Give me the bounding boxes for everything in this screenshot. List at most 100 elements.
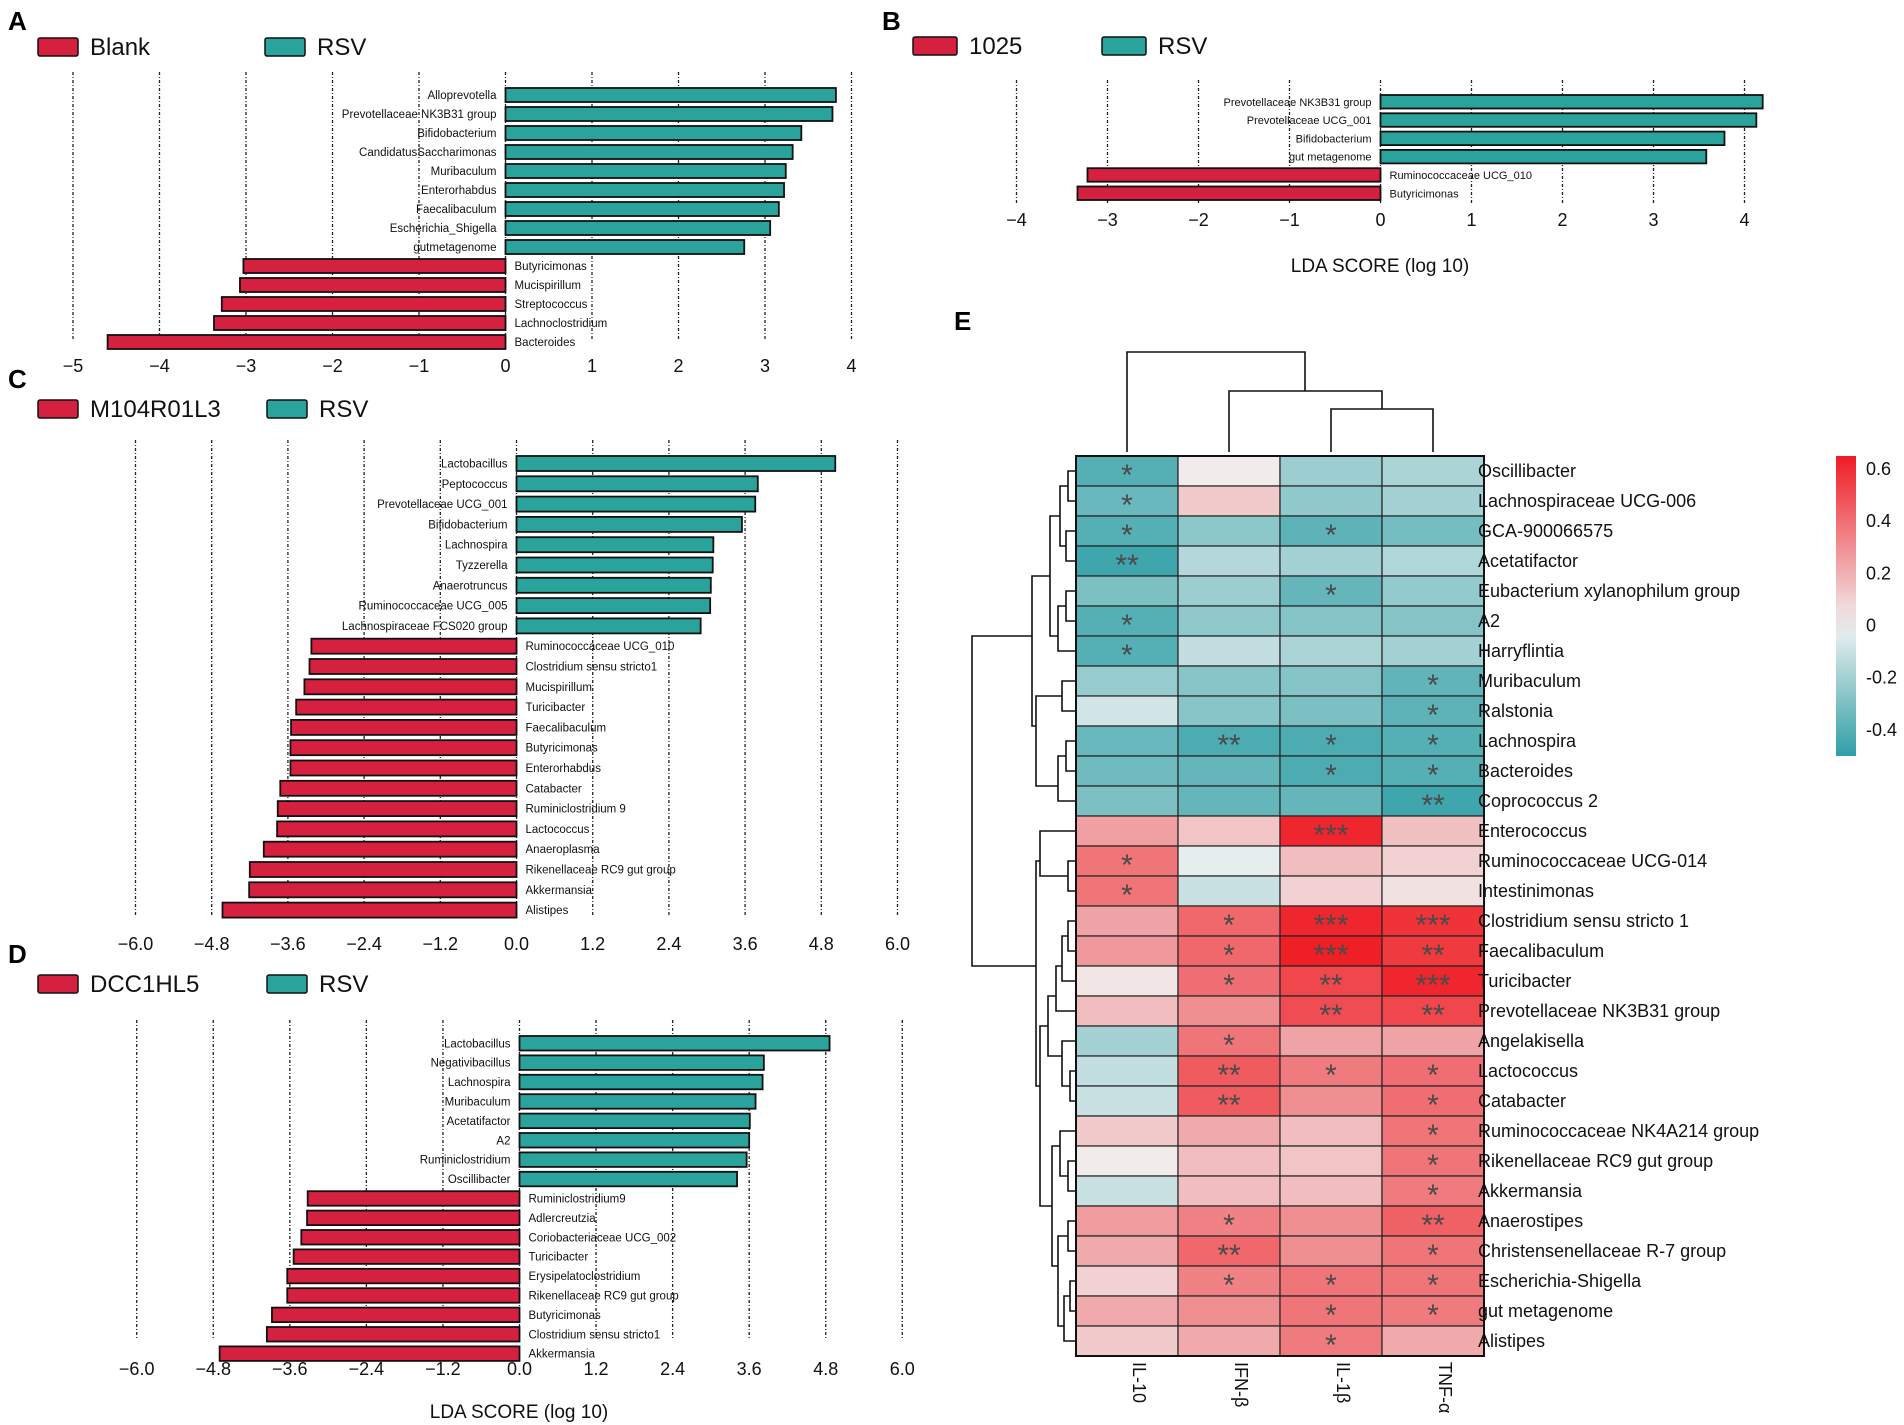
row-label: Bacteroides — [1478, 761, 1573, 781]
gridlines — [1015, 80, 1746, 205]
significance-stars: * — [1427, 759, 1439, 792]
significance-stars: * — [1325, 1299, 1337, 1332]
bar-label: Bacteroides — [515, 337, 576, 349]
heatmap-cell — [1075, 995, 1179, 1027]
row-label: Akkermansia — [1478, 1181, 1583, 1201]
heatmap-cell — [1177, 995, 1281, 1027]
significance-stars: * — [1223, 969, 1235, 1002]
heatmap-cell — [1075, 665, 1179, 697]
heatmap-cell — [1381, 935, 1485, 967]
row-label: Ruminococcaceae UCG-014 — [1478, 851, 1707, 871]
bar — [504, 144, 794, 160]
colorbar-tick-label: -0.2 — [1866, 668, 1897, 688]
dendrogram-branch — [1063, 1295, 1076, 1342]
bar-label: gut metagenome — [1289, 152, 1372, 164]
heatmap-cell — [1177, 935, 1281, 967]
bar-label: Ruminiclostridium 9 — [526, 804, 626, 816]
heatmap-cell — [1075, 755, 1179, 787]
bar — [220, 296, 507, 312]
tick-label: −5 — [63, 356, 84, 376]
colorbar — [1836, 456, 1856, 756]
significance-stars: * — [1427, 729, 1439, 762]
legend-swatch — [37, 37, 79, 57]
bar-label: Butyricimonas — [1390, 188, 1460, 200]
bar — [248, 861, 518, 878]
heatmap-cell — [1381, 965, 1485, 997]
heatmap-cell — [1279, 725, 1383, 757]
heatmap-cell — [1279, 875, 1383, 907]
bar — [515, 495, 757, 513]
bar — [518, 1151, 748, 1168]
bar — [1379, 94, 1764, 110]
bar — [303, 678, 518, 696]
row-label: Angelakisella — [1478, 1031, 1585, 1051]
significance-stars: * — [1223, 909, 1235, 942]
legend-label: M104R01L3 — [90, 396, 221, 423]
dendrogram-branch — [1039, 1025, 1052, 1207]
panel-letter: D — [8, 939, 27, 969]
row-label: Escherichia-Shigella — [1478, 1271, 1642, 1291]
column-label: IL-10 — [1129, 1362, 1149, 1403]
heatmap-cell — [1279, 635, 1383, 667]
bar-label: Rikenellaceae RC9 gut group — [529, 1290, 679, 1302]
bars: Lactobacillus Peptococcus Prevotellaceae U… — [221, 455, 837, 919]
bar — [515, 556, 714, 574]
heatmap-cell — [1075, 1055, 1179, 1087]
tick-label: −1 — [1279, 210, 1300, 230]
bar — [518, 1035, 831, 1052]
legend: M104R01L3 RSV — [37, 396, 368, 423]
significance-stars: * — [1121, 459, 1133, 492]
row-label: GCA-900066575 — [1478, 521, 1613, 541]
bar-label: Turicibacter — [529, 1252, 589, 1264]
heatmap-cell — [1381, 1145, 1485, 1177]
heatmap-cell — [1177, 515, 1281, 547]
heatmap-cell — [1279, 1055, 1383, 1087]
panel-a: A Blank RSV Alloprevotella Prevotellaceae NK… — [8, 6, 857, 376]
significance-stars: * — [1223, 1209, 1235, 1242]
row-label: Oscillibacter — [1478, 461, 1576, 481]
heatmap-cell — [1177, 545, 1281, 577]
dendrogram-branch — [1057, 605, 1076, 652]
bar-label: Lachnospiraceae FCS020 group — [342, 621, 508, 633]
dendrogram-branch — [1039, 830, 1076, 877]
bar-label: Turicibacter — [526, 702, 586, 714]
tick-label: 4.8 — [813, 1359, 838, 1379]
column-labels: IL-10 IFN-β IL-1β TNF-α — [1129, 1362, 1455, 1413]
bar — [518, 1132, 751, 1149]
tick-label: 4 — [846, 356, 856, 376]
heatmap-cell — [1381, 845, 1485, 877]
heatmap-cell — [1075, 695, 1179, 727]
tick-label: −3 — [1097, 210, 1118, 230]
significance-stars: * — [1427, 1149, 1439, 1182]
heatmap-cell — [1279, 1145, 1383, 1177]
row-label: Coprococcus 2 — [1478, 791, 1598, 811]
tick-label: −2 — [322, 356, 343, 376]
bar-label: Adlercreutzia — [529, 1213, 597, 1225]
row-label: Ruminococcaceae NK4A214 group — [1478, 1121, 1759, 1141]
heatmap-cell — [1381, 455, 1485, 487]
significance-stars: ** — [1319, 969, 1343, 1002]
bar — [504, 220, 772, 236]
tick-label: −2.4 — [346, 934, 382, 954]
bar-label: Acetatifactor — [447, 1116, 511, 1128]
heatmap-cell — [1279, 1175, 1383, 1207]
heatmap-cell — [1075, 905, 1179, 937]
bar — [1076, 185, 1382, 201]
heatmap-cell — [1075, 785, 1179, 817]
tick-label: 4 — [1739, 210, 1749, 230]
tick-label: −3 — [236, 356, 257, 376]
heatmap-cell — [1279, 785, 1383, 817]
heatmap-cell — [1177, 455, 1281, 487]
heatmap-cell — [1177, 575, 1281, 607]
bar — [289, 759, 518, 777]
row-label: Lachnospiraceae UCG-006 — [1478, 491, 1696, 511]
bar-label: Prevotellaceae UCG_001 — [377, 499, 507, 511]
significance-stars: * — [1325, 519, 1337, 552]
significance-stars: * — [1427, 1269, 1439, 1302]
dendrogram-branch — [971, 635, 1036, 967]
bar-label: A2 — [496, 1135, 510, 1147]
heatmap-cell — [1177, 1145, 1281, 1177]
heatmap-cell — [1177, 635, 1281, 667]
